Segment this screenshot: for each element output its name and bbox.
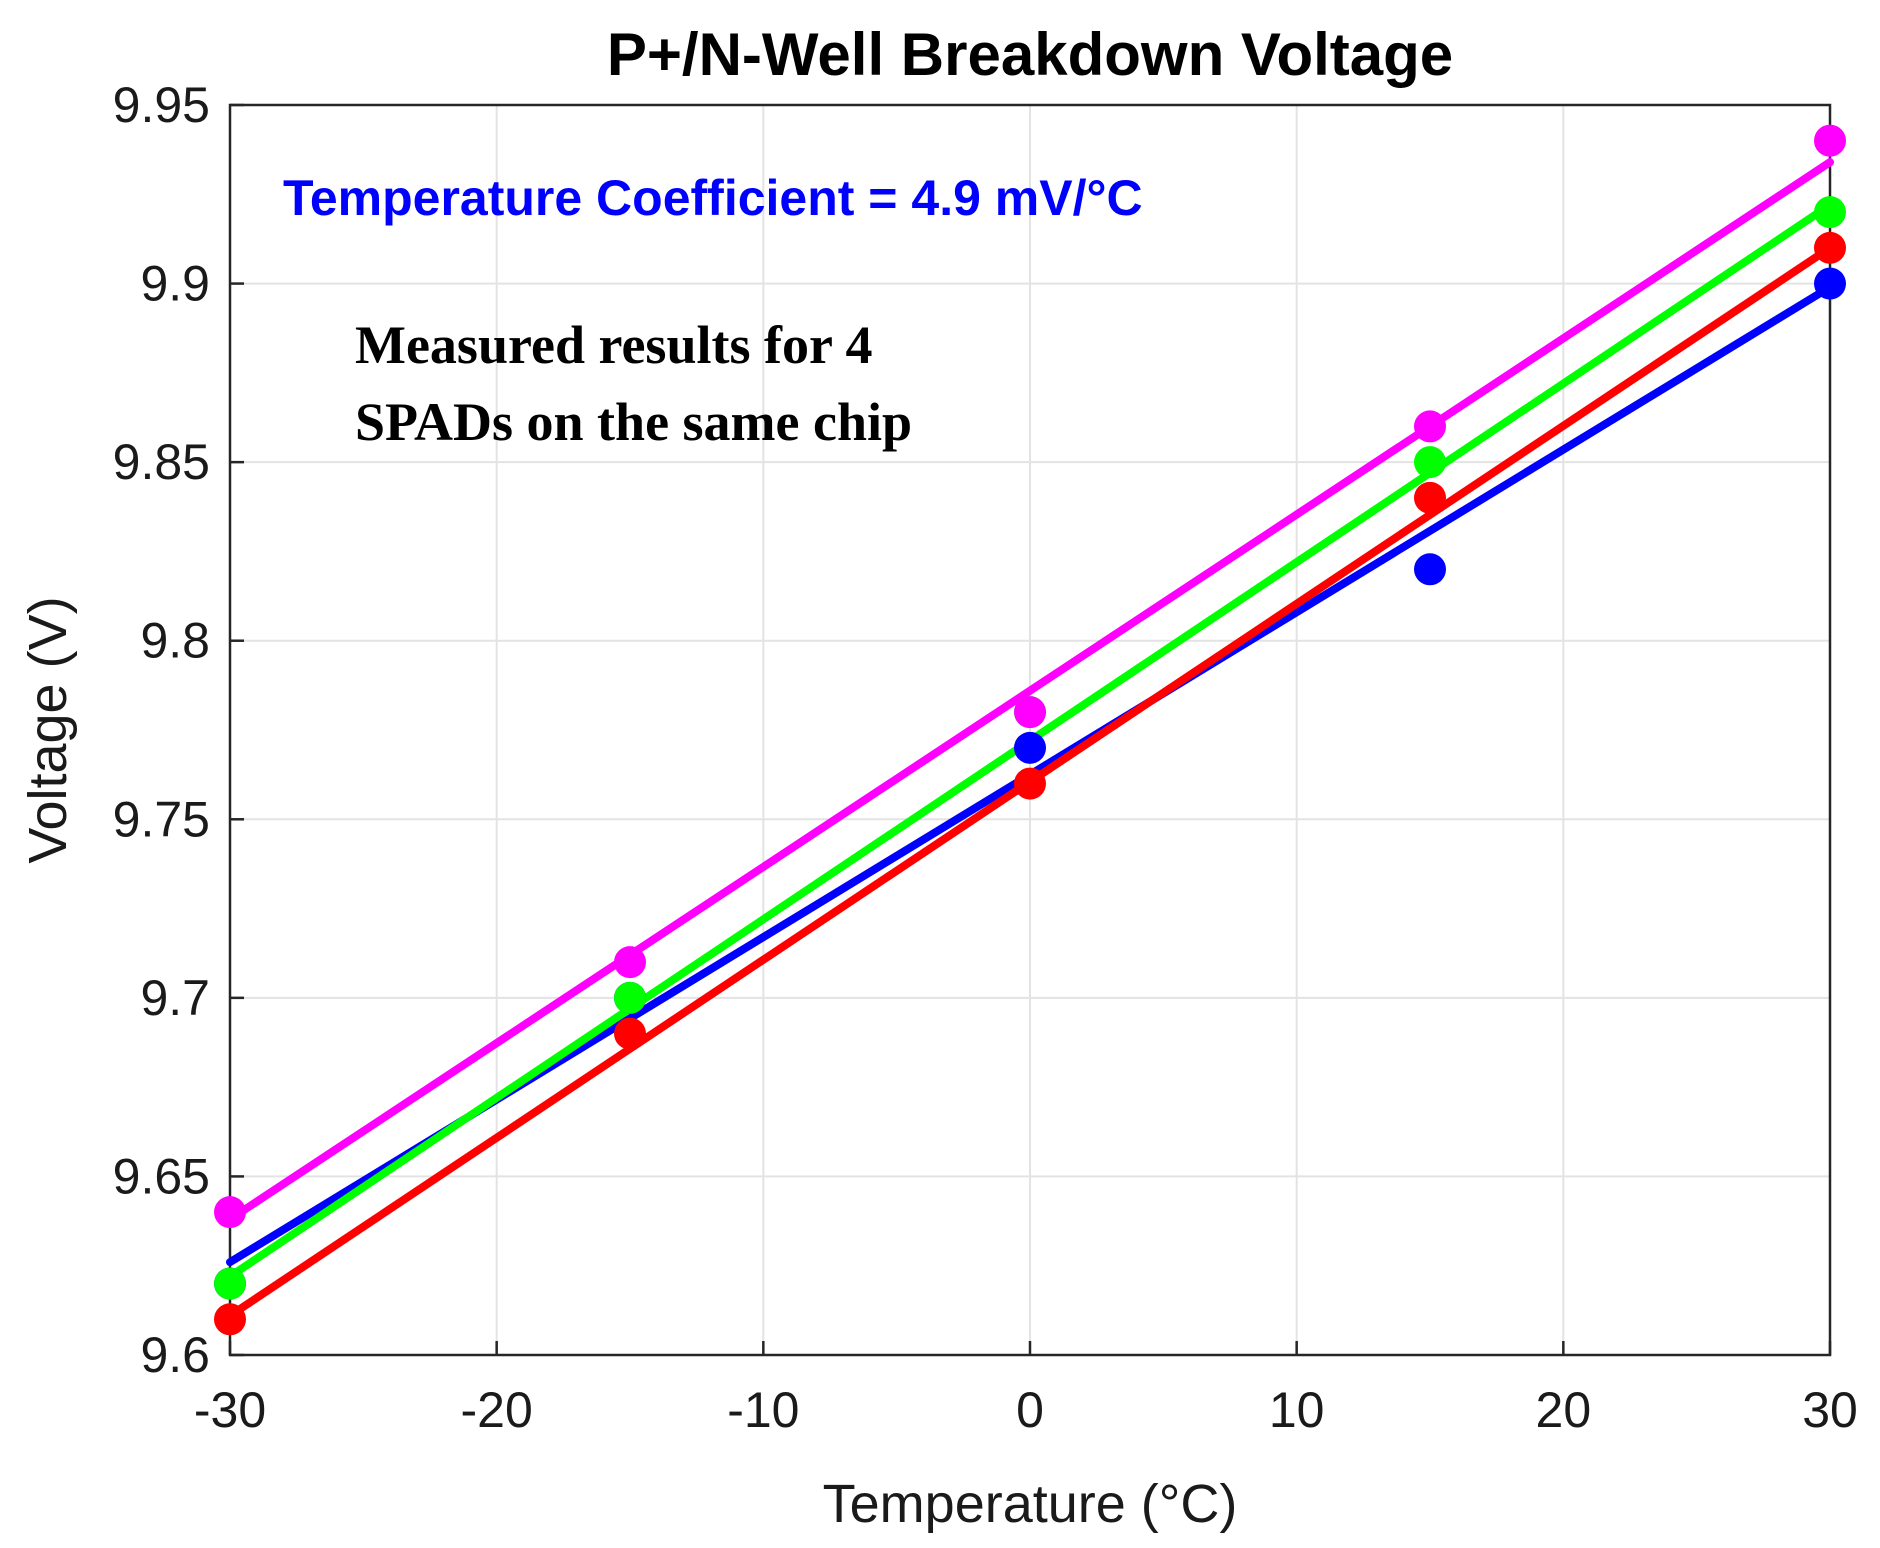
data-point-series-3 [1814,196,1846,229]
note-line-2: SPADs on the same chip [355,392,912,452]
temperature-coefficient-annotation: Temperature Coefficient = 4.9 mV/°C [283,170,1143,226]
data-point-series-3 [614,981,646,1014]
data-point-series-1 [1814,267,1846,300]
data-point-series-3 [214,1267,246,1300]
y-tick-label: 9.65 [113,1148,210,1204]
data-point-series-3 [1414,446,1446,479]
x-axis-label: Temperature (°C) [823,1474,1238,1534]
y-tick-label: 9.6 [140,1327,210,1383]
data-point-series-2 [614,1017,646,1050]
y-tick-label: 9.95 [113,77,210,133]
data-point-series-4 [214,1196,246,1229]
x-tick-label: 20 [1536,1382,1592,1438]
y-axis-label: Voltage (V) [18,596,78,863]
data-point-series-2 [1814,231,1846,264]
grid [229,104,1831,1356]
y-tick-label: 9.8 [140,613,210,669]
x-tick-label: 0 [1016,1382,1044,1438]
data-point-series-4 [1814,124,1846,157]
data-point-series-2 [1414,481,1446,514]
x-tick-label: -30 [194,1382,266,1438]
data-point-series-2 [1014,767,1046,800]
data-point-series-4 [1014,696,1046,729]
note-line-1: Measured results for 4 [355,315,872,375]
data-points [214,124,1846,1336]
x-tick-label: 10 [1269,1382,1325,1438]
chart-title: P+/N-Well Breakdown Voltage [607,21,1453,88]
data-point-series-2 [214,1303,246,1336]
data-point-series-4 [1414,410,1446,443]
x-tick-label: -20 [461,1382,533,1438]
x-tick-label: -10 [727,1382,799,1438]
ticks: -30 -20 -10 0 10 20 30 9.6 9.65 9.7 9.75 9.8 9.85 9.9… [113,77,1858,1438]
y-tick-label: 9.7 [140,970,210,1026]
x-tick-label: 30 [1802,1382,1858,1438]
data-point-series-4 [614,946,646,979]
fit-line-series-4 [226,158,1834,1224]
y-tick-label: 9.9 [140,256,210,312]
y-tick-label: 9.75 [113,791,210,847]
data-point-series-1 [1414,553,1446,586]
data-point-series-1 [1014,731,1046,764]
y-tick-label: 9.85 [113,434,210,490]
